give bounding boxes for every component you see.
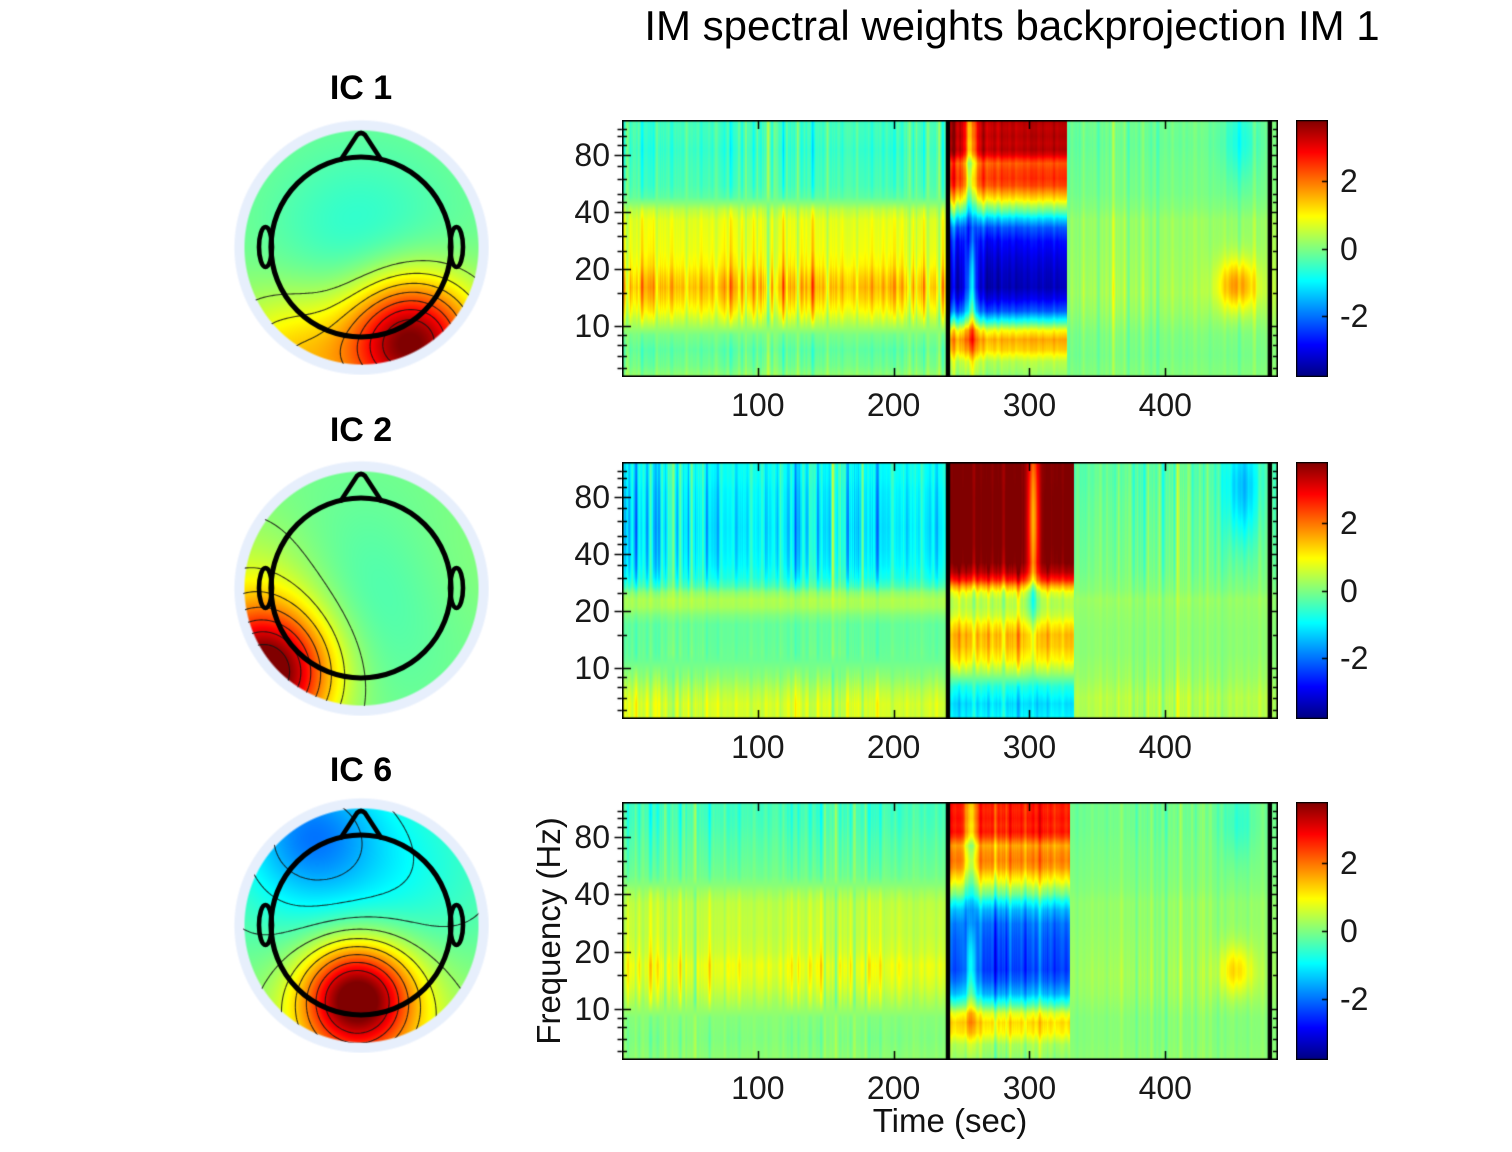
y-tick-label: 10 bbox=[574, 650, 610, 687]
x-tick-label: 200 bbox=[866, 387, 921, 423]
ic-6-topomap bbox=[233, 797, 489, 1053]
y-axis-label: Frequency (Hz) bbox=[530, 817, 567, 1045]
y-tick-label: 40 bbox=[574, 535, 610, 572]
ic-2-label: IC 2 bbox=[329, 411, 393, 449]
y-tick-label: 80 bbox=[574, 136, 610, 173]
y-tick-label: 20 bbox=[574, 933, 610, 970]
y-tick-label: 10 bbox=[574, 991, 610, 1027]
y-tick-label: 10 bbox=[574, 308, 610, 345]
x-tick-label: 300 bbox=[1002, 387, 1057, 423]
colorbar-tick-label: 0 bbox=[1340, 572, 1358, 609]
x-tick-label: 300 bbox=[1002, 729, 1057, 765]
ic-1-colorbar bbox=[1296, 120, 1328, 377]
x-tick-label: 400 bbox=[1138, 1070, 1192, 1106]
x-tick-label: 300 bbox=[1002, 1070, 1057, 1106]
colorbar-tick-label: -2 bbox=[1340, 298, 1369, 335]
ic-2-spectrogram bbox=[622, 462, 1278, 719]
ic-6-spectrogram bbox=[622, 802, 1278, 1060]
ic-2-colorbar bbox=[1296, 462, 1328, 719]
x-tick-label: 100 bbox=[731, 1070, 785, 1106]
ic-6-label: IC 6 bbox=[329, 751, 393, 789]
x-tick-label: 400 bbox=[1138, 387, 1192, 423]
ic-1-label: IC 1 bbox=[329, 69, 393, 107]
ic-2-topomap bbox=[233, 460, 489, 716]
colorbar-tick-label: -2 bbox=[1340, 980, 1369, 1017]
colorbar-tick-label: 2 bbox=[1340, 162, 1358, 199]
ic-6-colorbar bbox=[1296, 802, 1328, 1060]
colorbar-tick-label: 2 bbox=[1340, 504, 1358, 541]
y-tick-label: 40 bbox=[574, 876, 610, 913]
y-tick-label: 80 bbox=[574, 478, 610, 515]
ic-1-topomap bbox=[233, 119, 489, 375]
colorbar-tick-label: -2 bbox=[1340, 640, 1369, 677]
y-tick-label: 80 bbox=[574, 818, 610, 855]
x-tick-label: 200 bbox=[866, 729, 921, 765]
x-tick-label: 400 bbox=[1138, 729, 1192, 765]
y-tick-label: 20 bbox=[574, 593, 610, 630]
x-tick-label: 100 bbox=[731, 729, 785, 765]
y-tick-label: 20 bbox=[574, 251, 610, 288]
figure-title: IM spectral weights backprojection IM 1 bbox=[644, 2, 1380, 49]
x-tick-label: 200 bbox=[866, 1070, 921, 1106]
ic-1-spectrogram bbox=[622, 120, 1278, 377]
x-axis-label: Time (sec) bbox=[872, 1102, 1028, 1139]
colorbar-tick-label: 0 bbox=[1340, 230, 1358, 267]
colorbar-tick-label: 2 bbox=[1340, 845, 1358, 882]
colorbar-tick-label: 0 bbox=[1340, 913, 1358, 949]
x-tick-label: 100 bbox=[731, 387, 785, 423]
y-tick-label: 40 bbox=[574, 193, 610, 230]
